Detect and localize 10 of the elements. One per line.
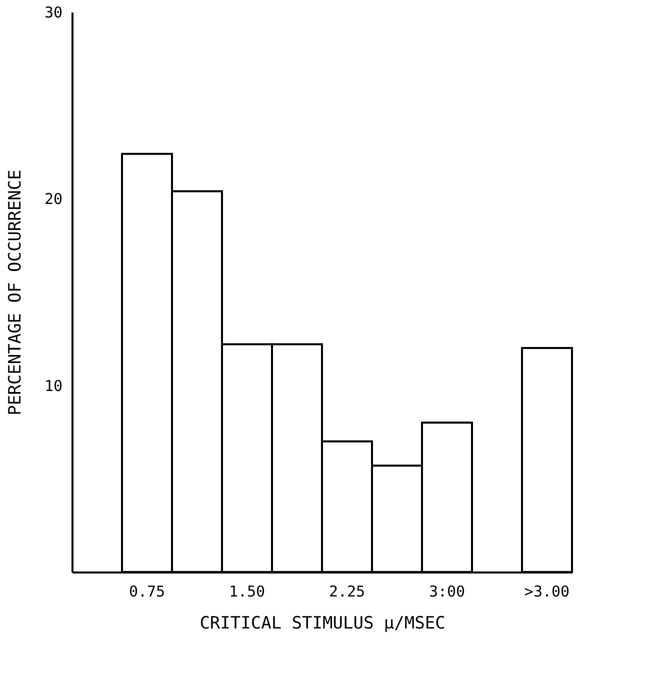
x-axis-title: CRITICAL STIMULUS μ/MSEC bbox=[200, 614, 446, 634]
y-tick-label: 30 bbox=[44, 4, 62, 22]
x-tick-label: 1.50 bbox=[228, 582, 266, 600]
x-tick-label: 0.75 bbox=[128, 582, 166, 600]
y-axis-title: PERCENTAGE OF OCCURRENCE bbox=[5, 170, 26, 416]
x-tick-label: 3:00 bbox=[428, 582, 466, 600]
x-tick-label: >3.00 bbox=[524, 582, 570, 600]
y-tick-label: 20 bbox=[44, 190, 62, 208]
x-tick-label: 2.25 bbox=[328, 582, 366, 600]
y-tick-label: 10 bbox=[44, 376, 62, 395]
